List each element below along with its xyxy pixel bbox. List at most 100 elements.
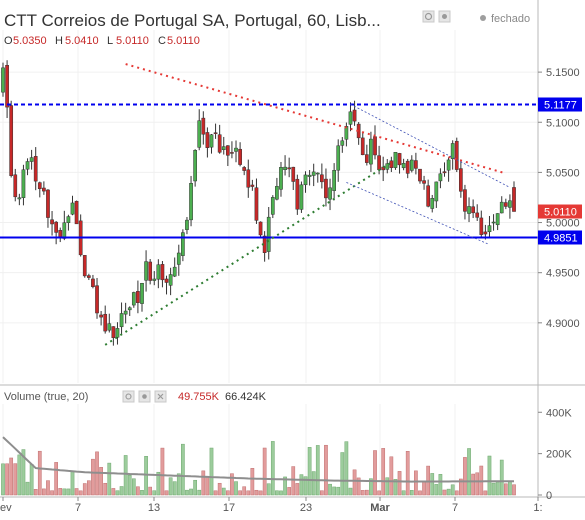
time-axis[interactable]: ev 7 13 17 23 Mar 7 1:	[0, 497, 543, 514]
candle-body	[369, 138, 373, 165]
volume-legend: Volume (true, 20) 49.755K 66.424K	[4, 390, 267, 403]
volume-bar	[230, 473, 234, 496]
candle	[17, 193, 22, 206]
candle-body	[201, 117, 206, 135]
volume-bar	[287, 487, 292, 496]
candle	[115, 322, 120, 345]
candle	[42, 181, 46, 195]
candle-body	[9, 105, 14, 176]
candle-body	[385, 163, 390, 170]
candle	[111, 326, 116, 346]
volume-bar	[25, 481, 30, 496]
candle	[99, 311, 103, 326]
volume-bar	[46, 480, 50, 496]
candle-body	[287, 167, 292, 170]
candle-body	[434, 181, 439, 202]
volume-close-icon[interactable]	[154, 390, 167, 403]
candle-body	[242, 167, 247, 171]
volume-bar	[213, 490, 218, 496]
candle-body	[213, 132, 218, 134]
volume-settings-icon[interactable]	[122, 390, 135, 403]
volume-bar	[512, 484, 516, 496]
candle-body	[491, 221, 496, 224]
candle	[9, 100, 14, 178]
candle	[33, 147, 38, 191]
candle-body	[82, 255, 87, 277]
volume-bar	[328, 483, 332, 496]
volume-bar	[320, 490, 324, 496]
price-plot[interactable]	[1, 60, 516, 346]
candle-body	[168, 274, 173, 286]
candle	[95, 277, 99, 319]
volume-bar	[405, 451, 410, 496]
candle	[360, 132, 365, 156]
candle-body	[483, 231, 488, 235]
candle-body	[266, 216, 271, 252]
candle	[336, 139, 341, 182]
candle-body	[5, 64, 9, 108]
volume-bar	[217, 482, 222, 496]
candle-body	[373, 136, 377, 156]
candle	[307, 170, 312, 186]
candle-body	[479, 217, 484, 235]
candle	[91, 274, 95, 289]
volume-plot[interactable]	[1, 436, 516, 496]
volume-bar	[397, 471, 402, 496]
candle	[450, 140, 455, 170]
volume-bar	[336, 486, 341, 496]
candle-body	[315, 172, 320, 175]
candle	[201, 111, 206, 145]
candle	[152, 271, 157, 286]
candle-body	[250, 184, 255, 187]
candle	[332, 163, 336, 201]
hide-icon[interactable]	[438, 10, 451, 23]
settings-icon[interactable]	[422, 10, 435, 23]
current-price-badge-text: 5.0110	[544, 207, 577, 219]
candle	[242, 165, 247, 176]
current-price-badge: 5.0110	[538, 204, 582, 219]
volume-hide-icon[interactable]	[138, 390, 151, 403]
candle-body	[307, 174, 312, 177]
candle	[78, 214, 83, 257]
candle-body	[225, 145, 230, 156]
volume-bar	[54, 462, 58, 496]
candle	[426, 179, 431, 208]
candle-body	[99, 314, 103, 318]
ohlc-key: C	[158, 35, 166, 47]
candle-body	[144, 261, 148, 281]
candle	[213, 123, 218, 139]
volume-bar	[418, 490, 422, 496]
candle-body	[459, 168, 463, 192]
volume-bar	[168, 477, 173, 496]
time-tick-label: ev	[0, 502, 12, 514]
candle	[29, 149, 34, 170]
candle-body	[336, 145, 341, 171]
price-axis[interactable]: 5.1500 5.1000 5.0500 5.0000 4.9500 4.9000	[538, 67, 580, 330]
volume-bar	[381, 448, 386, 496]
volume-bar	[103, 482, 108, 496]
ohlc-key: H	[55, 35, 63, 47]
candle-body	[221, 146, 226, 150]
volume-bar	[201, 470, 206, 496]
volume-bar	[181, 443, 185, 496]
volume-bar	[503, 483, 508, 496]
candle	[144, 250, 148, 292]
volume-bar	[373, 450, 377, 496]
volume-bar	[238, 490, 242, 496]
candle	[340, 137, 345, 153]
volume-bar	[487, 455, 492, 496]
candle-body	[131, 292, 136, 306]
volume-bar	[275, 490, 279, 496]
volume-bar	[463, 457, 467, 496]
candle-body	[58, 230, 63, 238]
candle	[123, 302, 128, 324]
volume-axis[interactable]: 400K 200K 0	[538, 407, 572, 502]
volume-bar	[5, 463, 9, 496]
candle-body	[1, 67, 5, 93]
candle-body	[508, 200, 512, 208]
candle	[193, 149, 197, 187]
candle-body	[189, 183, 193, 221]
candle-body	[446, 159, 451, 171]
candle	[303, 171, 308, 193]
volume-moving-average-line	[2, 436, 514, 483]
